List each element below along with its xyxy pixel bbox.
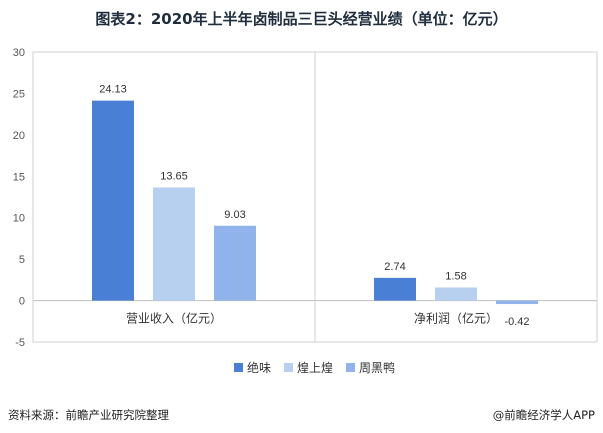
bar-chart: -5 0 5 10 15 20 25 30 24.13 13.65 9.03 2.74 1.58 -0.… — [13, 47, 598, 375]
bar — [496, 300, 538, 305]
data-label: 2.74 — [384, 261, 405, 273]
data-label: 13.65 — [160, 170, 188, 182]
legend-swatch — [346, 363, 355, 372]
data-label: 1.58 — [445, 270, 466, 282]
bar — [214, 225, 256, 301]
y-tick-label: 30 — [13, 47, 25, 59]
bar — [153, 187, 195, 301]
y-tick-label: 15 — [13, 171, 25, 183]
y-tick-label: 25 — [13, 88, 25, 100]
y-tick-label: 10 — [13, 213, 25, 225]
y-tick-label: 5 — [19, 254, 25, 266]
data-label: 24.13 — [99, 84, 127, 96]
legend-swatch — [284, 363, 293, 372]
source-note: 资料来源：前瞻产业研究院整理 — [8, 408, 169, 422]
y-tick-label: 20 — [13, 130, 25, 142]
bar — [92, 100, 134, 301]
legend-swatch — [234, 363, 243, 372]
legend-label: 绝味 — [247, 360, 271, 375]
bar — [374, 277, 416, 301]
bar — [435, 287, 477, 301]
credit-note: @前瞻经济学人APP — [492, 408, 595, 422]
x-category-label: 净利润（亿元） — [414, 311, 498, 326]
x-category-label: 营业收入（亿元） — [126, 311, 222, 326]
y-tick-label: 0 — [19, 296, 25, 308]
y-tick-label: -5 — [15, 337, 25, 349]
legend-label: 煌上煌 — [297, 361, 333, 375]
data-label: 9.03 — [224, 209, 245, 221]
data-label: -0.42 — [504, 316, 529, 328]
chart-title: 图表2：2020年上半年卤制品三巨头经营业绩（单位：亿元） — [95, 10, 508, 28]
legend-label: 周黑鸭 — [359, 361, 395, 375]
